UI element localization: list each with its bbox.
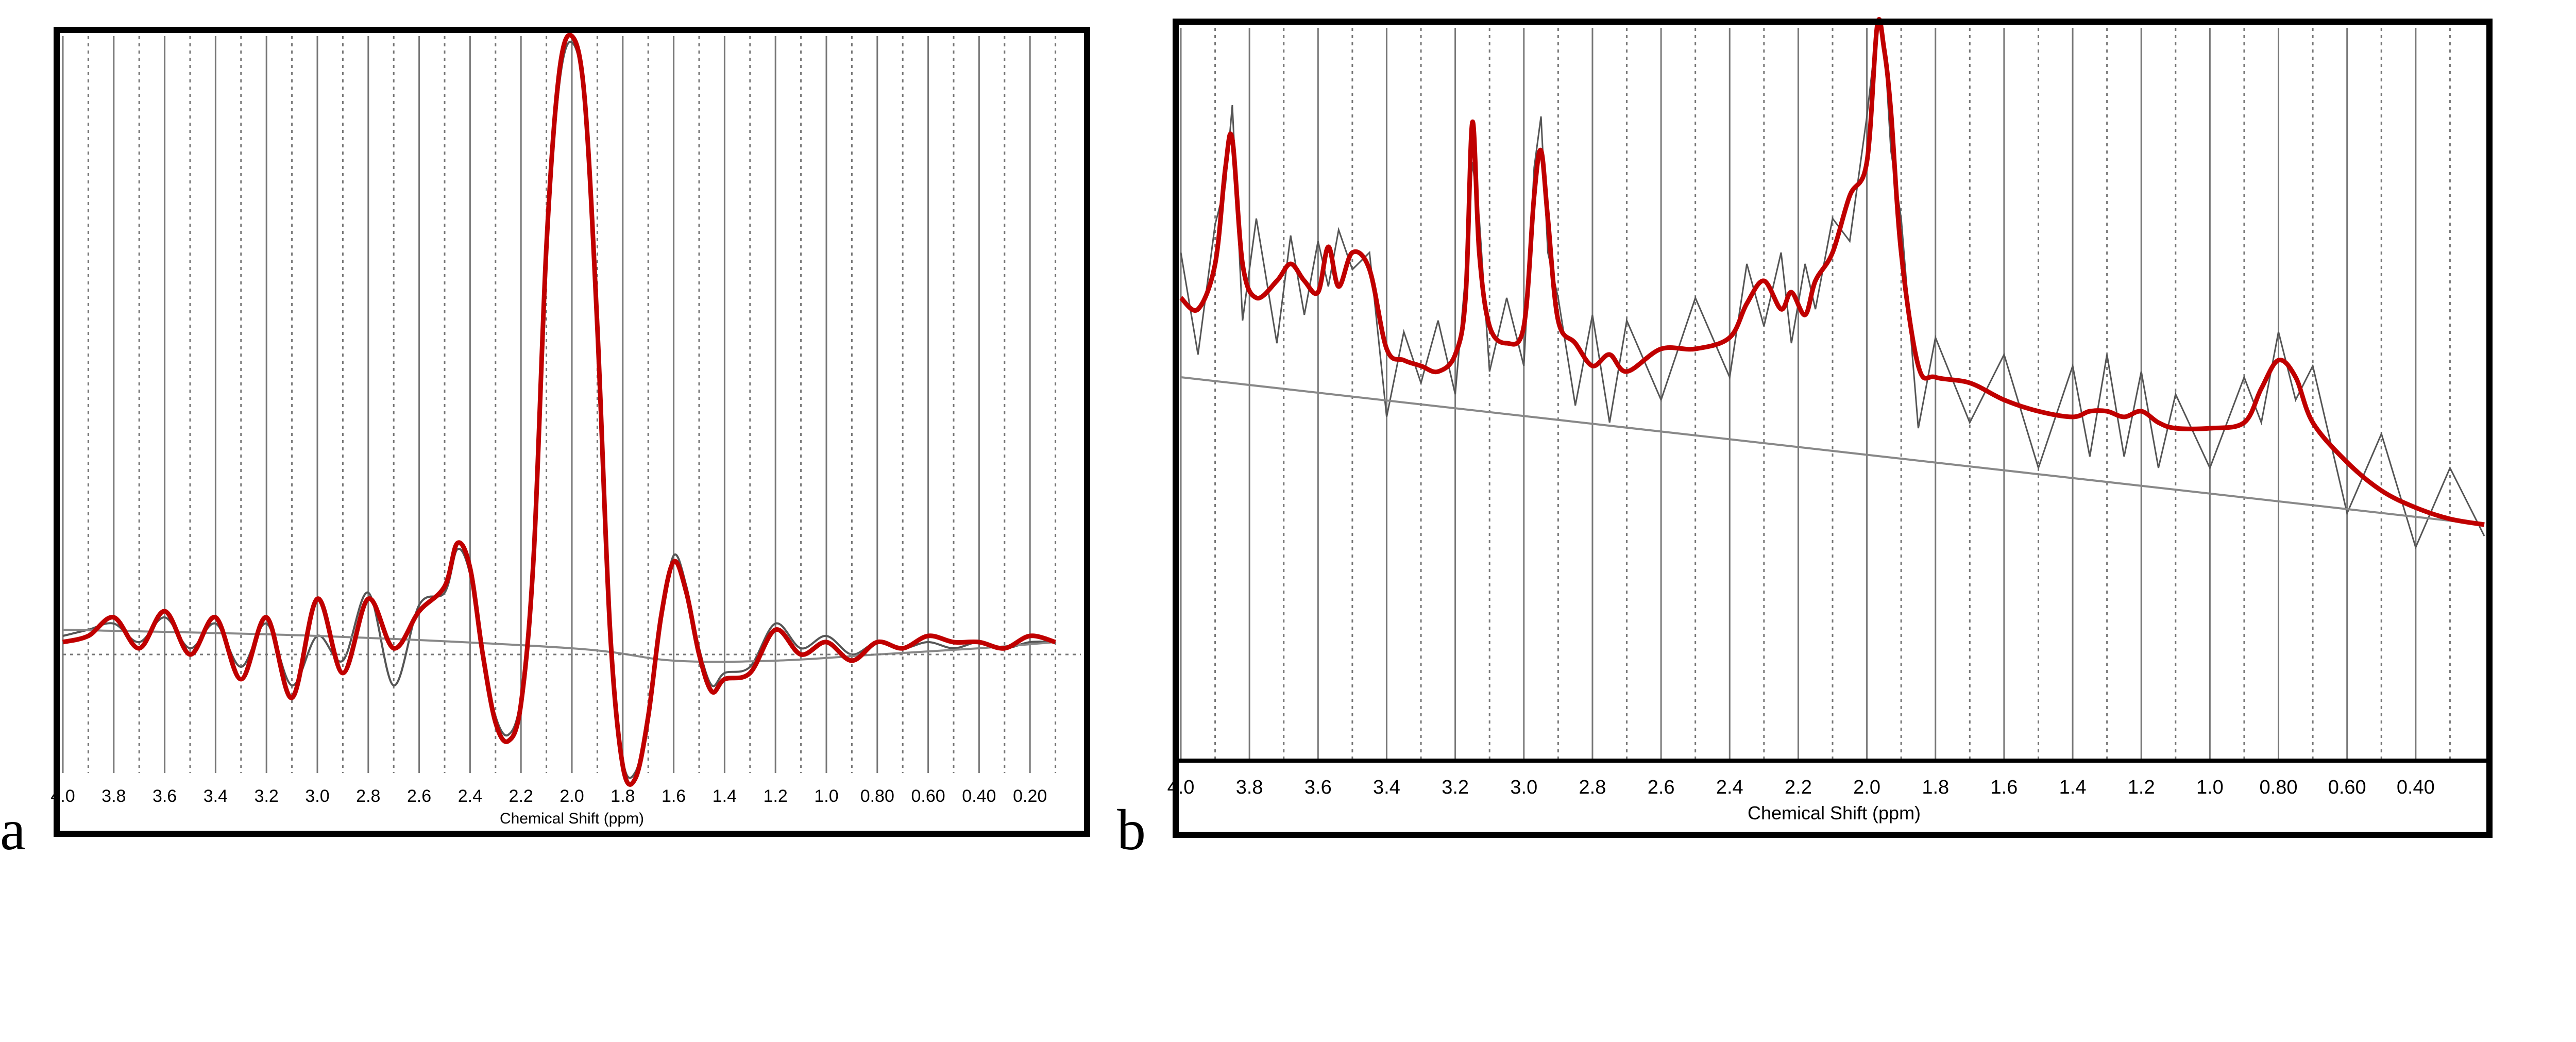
x-tick-label: 2.8 bbox=[1579, 777, 1606, 798]
x-tick-label: 1.4 bbox=[2059, 777, 2087, 798]
x-tick-label: 3.4 bbox=[204, 786, 228, 806]
panel-a-frame bbox=[54, 27, 1090, 837]
x-tick-label: 0.40 bbox=[2397, 777, 2435, 798]
x-tick-label: 0.60 bbox=[911, 786, 945, 806]
x-tick-label: 3.6 bbox=[1304, 777, 1332, 798]
x-tick-label: 0.40 bbox=[962, 786, 996, 806]
x-tick-label: 2.8 bbox=[356, 786, 380, 806]
panel-b-lines bbox=[1179, 17, 2485, 550]
fit-line bbox=[62, 32, 1056, 787]
panel-b-letter: b bbox=[1117, 798, 1146, 862]
x-tick-label: 3.2 bbox=[1442, 777, 1469, 798]
x-tick-label: 3.0 bbox=[305, 786, 329, 806]
x-tick-label: 1.0 bbox=[2196, 777, 2224, 798]
baseline-line bbox=[1180, 376, 2485, 526]
x-tick-label: 0.60 bbox=[2328, 777, 2366, 798]
x-tick-label: 0.20 bbox=[1013, 786, 1047, 806]
baseline-line bbox=[62, 629, 1056, 663]
x-tick-label: 3.8 bbox=[1236, 777, 1263, 798]
x-tick-label: 3.8 bbox=[101, 786, 126, 806]
x-tick-label: 2.0 bbox=[1853, 777, 1880, 798]
panel-b-frame bbox=[1173, 19, 2493, 838]
data-line bbox=[62, 41, 1056, 779]
panel-a-grid bbox=[62, 36, 1057, 773]
x-tick-label: 3.6 bbox=[152, 786, 177, 806]
data-line bbox=[1180, 23, 2485, 550]
x-tick-label: 3.2 bbox=[255, 786, 279, 806]
x-tick-label: 1.0 bbox=[814, 786, 838, 806]
panel-a-letter: a bbox=[0, 798, 26, 862]
x-tick-label: 1.8 bbox=[611, 786, 635, 806]
x-tick-label: 0.80 bbox=[2260, 777, 2298, 798]
panel-b-grid bbox=[1180, 28, 2451, 761]
x-tick-label: 2.0 bbox=[560, 786, 584, 806]
x-tick-label: 4.0 bbox=[1167, 777, 1195, 798]
x-tick-label: 2.6 bbox=[407, 786, 431, 806]
x-tick-label: 1.6 bbox=[1990, 777, 2018, 798]
panel-b-chart: 4.0 3.8 3.6 3.4 3.2 3.0 2.8 2.6 2.4 2.2 2.0 1.8 1.6 1… bbox=[1117, 17, 2493, 862]
panel-a-lines bbox=[62, 32, 1081, 787]
panel-a-chart: 4.0 3.8 3.6 3.4 3.2 3.0 2.8 2.6 2.4 2.2 2.0 1.8 1.6 1… bbox=[0, 27, 1090, 862]
x-tick-label: 2.2 bbox=[1785, 777, 1812, 798]
x-tick-label: 0.80 bbox=[860, 786, 894, 806]
x-tick-label: 2.2 bbox=[509, 786, 533, 806]
panel-b-tick-labels: 4.0 3.8 3.6 3.4 3.2 3.0 2.8 2.6 2.4 2.2 2.0 1.8 1.6 1… bbox=[1167, 777, 2435, 798]
x-tick-label: 1.2 bbox=[2128, 777, 2155, 798]
x-tick-label: 2.4 bbox=[458, 786, 482, 806]
x-tick-label: 2.6 bbox=[1648, 777, 1675, 798]
x-tick-label: 1.4 bbox=[713, 786, 737, 806]
panel-a-tick-labels: 4.0 3.8 3.6 3.4 3.2 3.0 2.8 2.6 2.4 2.2 2.0 1.8 1.6 1… bbox=[50, 786, 1047, 806]
fit-line bbox=[1179, 17, 2485, 527]
panel-b-x-axis-label: Chemical Shift (ppm) bbox=[1748, 802, 1921, 823]
x-tick-label: 3.0 bbox=[1510, 777, 1537, 798]
panel-a-x-axis-label: Chemical Shift (ppm) bbox=[500, 810, 644, 827]
x-tick-label: 1.2 bbox=[764, 786, 788, 806]
x-tick-label: 2.4 bbox=[1716, 777, 1743, 798]
x-tick-label: 1.6 bbox=[662, 786, 686, 806]
x-tick-label: 1.8 bbox=[1922, 777, 1949, 798]
x-tick-label: 3.4 bbox=[1373, 777, 1400, 798]
